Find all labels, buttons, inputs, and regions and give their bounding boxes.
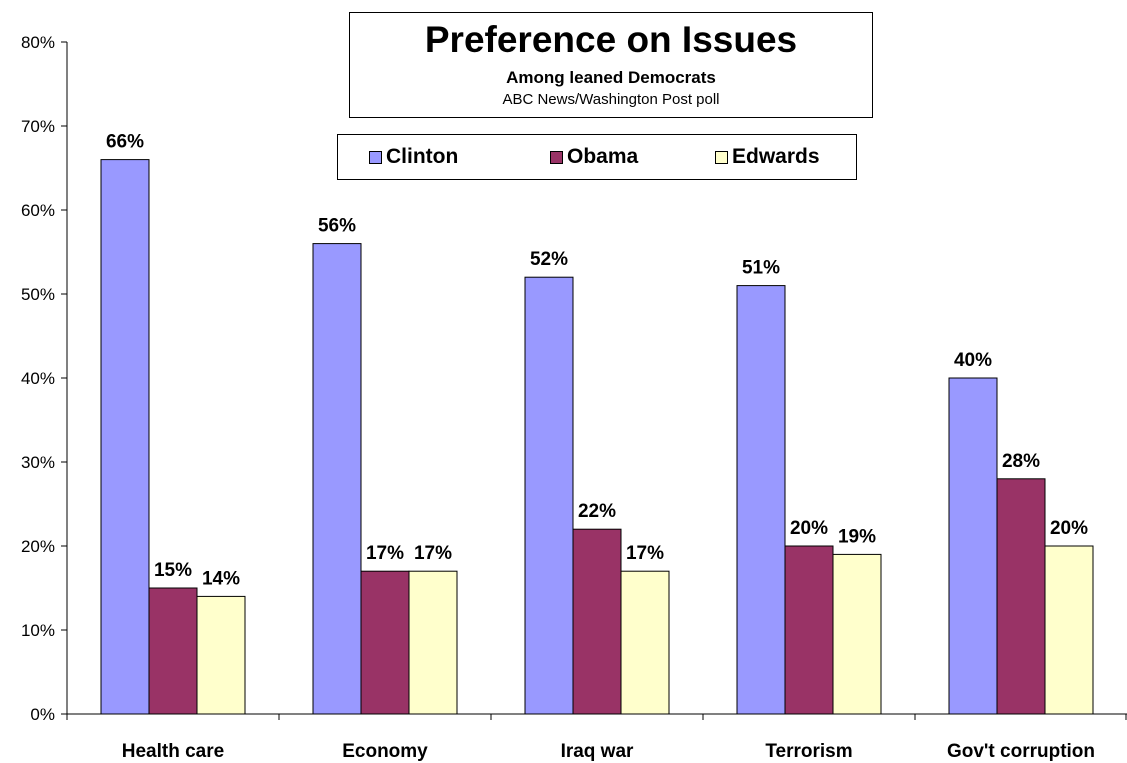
chart-title: Preference on Issues — [424, 19, 798, 60]
bar — [996, 478, 1046, 715]
bar — [832, 553, 882, 715]
bar — [100, 159, 150, 715]
legend-label-edwards: Edwards — [732, 145, 820, 168]
y-tick-label: 60% — [21, 201, 55, 220]
data-label: 56% — [318, 216, 356, 237]
x-tick-label: Gov't corruption — [947, 741, 1095, 762]
legend-item-edwards: Edwards — [715, 145, 820, 169]
data-label: 17% — [414, 543, 452, 564]
data-label: 52% — [530, 249, 568, 270]
bar — [948, 377, 998, 715]
bar — [148, 587, 198, 715]
y-tick-label: 30% — [21, 453, 55, 472]
bars — [100, 159, 1094, 715]
bar — [196, 595, 246, 715]
legend-swatch-obama — [550, 150, 563, 164]
data-labels: 66% 15% 14% 56% 17% 17% 52% 22% 17% 51% 20% 19% 40% 2… — [106, 132, 1088, 590]
legend-label-clinton: Clinton — [386, 145, 459, 168]
legend-item-obama: Obama — [550, 145, 638, 169]
legend-item-clinton: Clinton — [369, 145, 458, 169]
bar — [620, 570, 670, 715]
data-label: 19% — [838, 526, 876, 547]
bar — [1044, 545, 1094, 715]
bar — [736, 285, 786, 715]
y-tick-label: 20% — [21, 537, 55, 556]
legend: Clinton Obama Edwards — [337, 134, 857, 180]
x-tick-label: Economy — [342, 741, 428, 762]
x-tick-label: Terrorism — [765, 741, 852, 762]
y-tick-label: 50% — [21, 285, 55, 304]
x-tick-label: Iraq war — [561, 741, 634, 762]
bar — [524, 276, 574, 715]
bar — [784, 545, 834, 715]
bar — [360, 570, 410, 715]
data-label: 20% — [1050, 518, 1088, 539]
axes: 0% 10% 20% 30% 40% 50% 60% 70% 80% Health care Eco… — [21, 33, 1127, 762]
data-label: 14% — [202, 568, 240, 589]
legend-swatch-edwards — [715, 150, 728, 164]
data-label: 28% — [1002, 451, 1040, 472]
data-label: 20% — [790, 518, 828, 539]
bar — [572, 528, 622, 715]
y-tick-label: 40% — [21, 369, 55, 388]
chart-source: ABC News/Washington Post poll — [502, 91, 720, 108]
data-label: 15% — [154, 560, 192, 581]
chart-title-box: Preference on Issues Among leaned Democr… — [349, 12, 873, 118]
bar — [408, 570, 458, 715]
y-tick-label: 70% — [21, 117, 55, 136]
legend-label-obama: Obama — [567, 145, 639, 168]
data-label: 51% — [742, 258, 780, 279]
data-label: 22% — [578, 501, 616, 522]
y-tick-label: 0% — [30, 705, 55, 724]
bar — [312, 243, 362, 715]
y-tick-label: 10% — [21, 621, 55, 640]
data-label: 66% — [106, 132, 144, 153]
data-label: 17% — [626, 543, 664, 564]
data-label: 17% — [366, 543, 404, 564]
chart-subtitle: Among leaned Democrats — [506, 68, 716, 87]
data-label: 40% — [954, 350, 992, 371]
x-tick-label: Health care — [122, 741, 224, 762]
y-tick-label: 80% — [21, 33, 55, 52]
legend-swatch-clinton — [369, 150, 382, 164]
